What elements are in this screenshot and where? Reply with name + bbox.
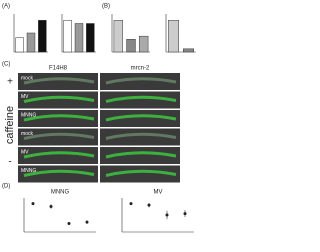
micrograph [18, 91, 98, 109]
bar [15, 37, 24, 53]
bar [86, 23, 95, 53]
worm [23, 77, 95, 85]
bar [113, 20, 124, 53]
point [183, 212, 187, 216]
worm [105, 77, 177, 85]
micrograph [100, 110, 180, 127]
point [165, 213, 169, 217]
worm [105, 132, 177, 140]
micrograph [18, 110, 98, 127]
worm [105, 169, 177, 177]
bar [183, 48, 194, 53]
worm [105, 95, 177, 103]
point [67, 222, 71, 225]
bar [38, 20, 47, 53]
micrograph [100, 128, 180, 146]
worm [23, 114, 95, 122]
micrograph [18, 165, 98, 183]
point [129, 202, 133, 206]
caffeine-label: caffeine [4, 106, 16, 144]
row-label: MNNG [21, 112, 36, 118]
chart-title: MV [154, 190, 163, 196]
row-label: MV [21, 94, 29, 100]
row-label: MNNG [21, 168, 36, 174]
panel-label: (A) [2, 4, 10, 10]
chart-title: MNNG [51, 190, 70, 196]
minus-label: - [8, 157, 11, 168]
row-label: mock [21, 131, 33, 137]
bar [74, 23, 84, 53]
micrograph [18, 73, 98, 90]
point [147, 203, 151, 207]
micrograph [100, 165, 180, 183]
panel-label: (B) [102, 4, 110, 10]
point [49, 205, 53, 208]
column-header: F14H8 [49, 66, 68, 72]
bar [63, 20, 72, 53]
bar [138, 35, 149, 53]
panel-label: (C) [2, 62, 10, 68]
micrograph [100, 147, 180, 164]
point [85, 220, 89, 224]
point [31, 202, 35, 206]
micrograph [100, 91, 180, 109]
row-label: mock [21, 75, 33, 81]
micrograph [100, 73, 180, 90]
figure: (A) (B) (C) (D) caffeine + - F14H8 mrcn-2… [2, 4, 196, 233]
row-label: MV [21, 149, 29, 155]
micrograph [18, 147, 98, 164]
worm [105, 114, 177, 122]
bar [26, 32, 36, 53]
worm [23, 151, 95, 159]
worm [23, 132, 95, 140]
column-header: mrcn-2 [131, 66, 150, 72]
bar [168, 20, 179, 53]
worm [105, 151, 177, 159]
panel-label: (D) [2, 184, 10, 190]
bar [126, 39, 136, 53]
micrograph [18, 128, 98, 146]
worm [23, 95, 95, 103]
worm [23, 169, 95, 177]
plus-label: + [7, 77, 13, 88]
